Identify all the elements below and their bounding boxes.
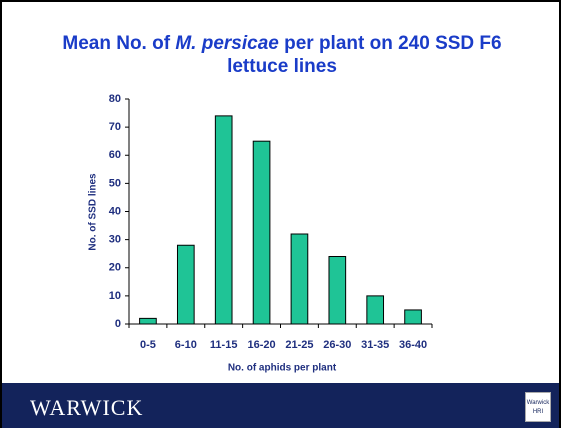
logo-text: Warwick bbox=[526, 400, 550, 406]
y-tick-label: 30 bbox=[109, 234, 121, 246]
y-tick-label: 60 bbox=[109, 149, 121, 161]
bar bbox=[366, 295, 385, 325]
title-part: M. persicae bbox=[175, 33, 279, 54]
y-axis-title: No. of SSD lines bbox=[88, 173, 99, 251]
bar bbox=[404, 309, 422, 325]
x-axis-title: No. of aphids per plant bbox=[228, 363, 337, 374]
footer: WARWICK Warwick HRI bbox=[2, 383, 559, 428]
y-tick-label: 70 bbox=[109, 121, 121, 133]
y-tick-label: 80 bbox=[109, 93, 121, 105]
bar bbox=[176, 244, 195, 325]
x-tick-label: 0-5 bbox=[140, 339, 156, 351]
brand: WARWICK bbox=[30, 395, 144, 420]
y-tick-label: 10 bbox=[109, 290, 121, 302]
x-tick-label: 11-15 bbox=[210, 339, 238, 351]
logo-text: HRI bbox=[532, 409, 544, 415]
x-tick-label: 21-25 bbox=[285, 339, 313, 351]
x-tick-label: 31-35 bbox=[361, 339, 389, 351]
y-tick-label: 50 bbox=[109, 177, 121, 189]
x-tick-label: 16-20 bbox=[247, 339, 275, 351]
x-tick-label: 6-10 bbox=[175, 339, 197, 351]
y-tick-label: 20 bbox=[109, 262, 121, 274]
x-tick-label: 36-40 bbox=[399, 339, 427, 351]
bar bbox=[252, 140, 271, 325]
title-part: Mean No. of bbox=[62, 33, 176, 54]
chart-title: Mean No. of M. persicae per plant on 240… bbox=[62, 32, 502, 78]
title-part: per plant on 240 SSD F6 lettuce lines bbox=[227, 33, 502, 77]
bar bbox=[139, 317, 157, 325]
bar bbox=[214, 115, 233, 325]
bar bbox=[290, 233, 309, 325]
y-tick-label: 40 bbox=[109, 205, 121, 217]
x-tick-label: 26-30 bbox=[323, 339, 351, 351]
logo: Warwick HRI bbox=[525, 392, 551, 422]
y-tick-label: 0 bbox=[115, 318, 121, 330]
bar bbox=[328, 256, 347, 325]
